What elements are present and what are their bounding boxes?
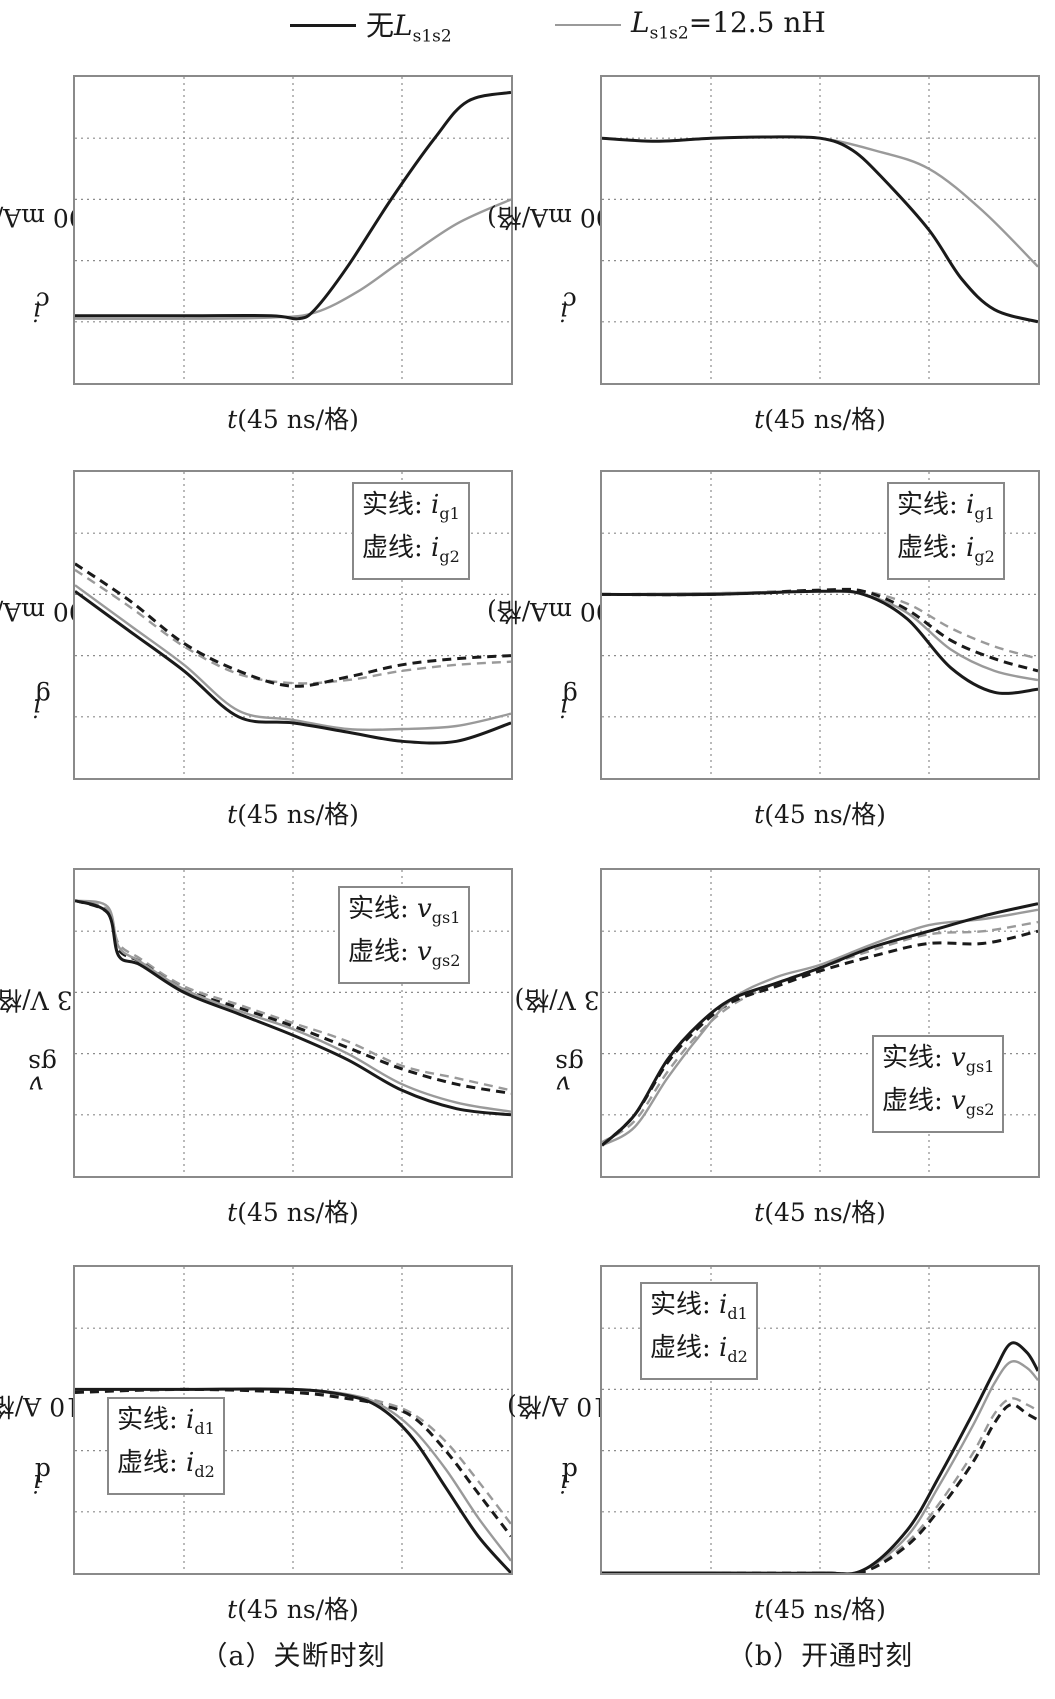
legend-item-black: 无Ls1s2 (290, 8, 452, 46)
chart-legend: 无Ls1s2 Ls1s2=12.5 nH (0, 2, 1055, 46)
plot-b-id: 实线: id1 虚线: id2 (600, 1265, 1040, 1575)
ylabel-ig-b: ig(300 mA/格) (486, 596, 638, 723)
series-line-black-solid (75, 90, 511, 321)
xlabel-b-ig: t(45 ns/格) (754, 800, 886, 829)
series-line-gray-solid (602, 908, 1038, 1147)
ylabel-ig-a: ig(300 mA/格) (0, 596, 110, 723)
ylabel-id-b: id(10 A/格) (506, 1391, 618, 1498)
caption-b: （b）开通时刻 (726, 1641, 914, 1672)
plot-a-vgs: 实线: vgs1 虚线: vgs2 (73, 868, 513, 1178)
series-line-gray-solid (75, 198, 511, 320)
series-line-black-solid (75, 899, 511, 1117)
xlabel-b-vgs: t(45 ns/格) (754, 1198, 886, 1227)
ylabel-vgs-a: vgs(3 V/格) (0, 985, 83, 1100)
plot-b-ic (600, 75, 1040, 385)
legend-solid-line: 实线: ig1 (897, 490, 995, 523)
plot-a-ic (73, 75, 513, 385)
plot-a-ig: 实线: ig1 虚线: ig2 (73, 470, 513, 780)
legend-box-vgs-a: 实线: vgs1 虚线: vgs2 (338, 886, 471, 984)
legend-swatch-gray (555, 24, 621, 26)
legend-solid-line: 实线: vgs1 (882, 1043, 995, 1076)
legend-dashed-line: 虚线: vgs2 (348, 937, 461, 970)
series-line-black-solid (602, 589, 1038, 695)
xlabel-a-id: t(45 ns/格) (227, 1595, 359, 1624)
legend-box-ig-b: 实线: ig1 虚线: ig2 (887, 482, 1005, 580)
ylabel-ic-b: ic(500 mA/格) (486, 202, 638, 327)
legend-black-var: L (394, 8, 413, 42)
series-line-black-dashed (75, 562, 511, 688)
legend-dashed-line: 虚线: ig2 (362, 533, 460, 566)
legend-dashed-line: 虚线: id2 (650, 1333, 748, 1366)
series-line-black-solid (75, 590, 511, 745)
legend-box-id-a: 实线: id1 虚线: id2 (107, 1397, 225, 1495)
legend-box-ig-a: 实线: ig1 虚线: ig2 (352, 482, 470, 580)
plot-b-vgs: 实线: vgs1 虚线: vgs2 (600, 868, 1040, 1178)
legend-solid-line: 实线: ig1 (362, 490, 460, 523)
xlabel-a-vgs: t(45 ns/格) (227, 1198, 359, 1227)
legend-gray-sub: s1s2 (649, 23, 689, 44)
legend-dashed-line: 虚线: vgs2 (882, 1086, 995, 1119)
ylabel-id-a: id(10 A/格) (0, 1391, 91, 1498)
series-line-black-solid (602, 135, 1038, 324)
series-line-black-solid (75, 1387, 511, 1573)
xlabel-b-ic: t(45 ns/格) (754, 405, 886, 434)
ylabel-vgs-b: vgs(3 V/格) (514, 985, 610, 1100)
legend-swatch-black (290, 23, 356, 27)
series-line-gray-solid (602, 1360, 1038, 1573)
legend-dashed-line: 虚线: id2 (117, 1448, 215, 1481)
legend-dashed-line: 虚线: ig2 (897, 533, 995, 566)
series-line-gray-dashed (602, 589, 1038, 660)
legend-box-vgs-b: 实线: vgs1 虚线: vgs2 (872, 1035, 1005, 1133)
plot-a-id: 实线: id1 虚线: id2 (73, 1265, 513, 1575)
legend-gray-var: L (631, 6, 650, 40)
legend-solid-line: 实线: id1 (650, 1290, 748, 1323)
series-line-black-dashed (602, 929, 1038, 1147)
legend-solid-line: 实线: vgs1 (348, 894, 461, 927)
plot-b-ig: 实线: ig1 虚线: ig2 (600, 470, 1040, 780)
xlabel-a-ig: t(45 ns/格) (227, 800, 359, 829)
ylabel-ic-a: ic(500 mA/格) (0, 202, 110, 327)
legend-black-sub: s1s2 (412, 26, 452, 47)
series-line-gray-solid (75, 584, 511, 732)
series-line-gray-dashed (602, 1397, 1038, 1573)
caption-a: （a）关断时刻 (200, 1641, 386, 1672)
series-line-black-solid (602, 902, 1038, 1147)
legend-item-gray: Ls1s2=12.5 nH (555, 6, 826, 44)
legend-solid-line: 实线: id1 (117, 1405, 215, 1438)
series-line-black-solid (602, 1341, 1038, 1573)
xlabel-a-ic: t(45 ns/格) (227, 405, 359, 434)
series-line-black-dashed (602, 1403, 1038, 1573)
xlabel-b-id: t(45 ns/格) (754, 1595, 886, 1624)
legend-box-id-b: 实线: id1 虚线: id2 (640, 1282, 758, 1380)
legend-gray-suffix: =12.5 nH (688, 6, 826, 40)
legend-black-prefix: 无 (366, 8, 395, 42)
series-line-gray-dashed (75, 568, 511, 685)
